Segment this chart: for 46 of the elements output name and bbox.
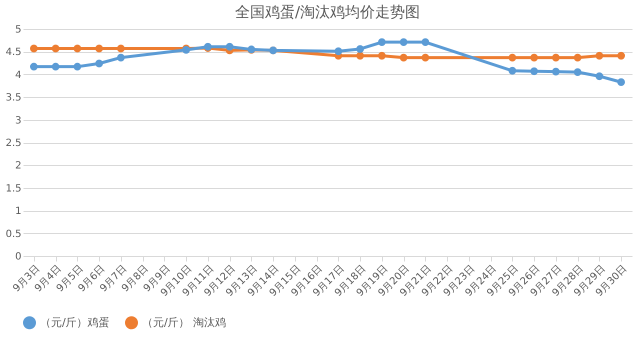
point [30, 44, 38, 52]
point [378, 52, 386, 60]
y-tick-label: 0 [15, 252, 22, 262]
point [530, 67, 538, 76]
point [508, 54, 516, 62]
y-tick-label: 4 [15, 70, 22, 81]
point [95, 44, 103, 52]
point [117, 44, 125, 52]
point [52, 62, 60, 71]
point [596, 72, 604, 80]
point [356, 45, 364, 53]
point [400, 54, 408, 62]
y-tick-label: 1 [15, 206, 22, 218]
legend-label: （元/斤）鸡蛋 [40, 316, 110, 329]
y-tick-label: 0.5 [6, 228, 22, 240]
legend-label: （元/斤） 淘汰鸡 [142, 316, 226, 329]
y-tick-label: 4.5 [6, 47, 22, 58]
point [596, 52, 604, 60]
chart-title: 全国鸡蛋/淘汰鸡均价走势图 [234, 3, 420, 21]
point [617, 78, 625, 86]
point [552, 54, 560, 62]
point [74, 62, 82, 71]
point [617, 52, 625, 60]
y-tick-label: 2 [15, 160, 22, 172]
point [552, 68, 560, 76]
point [422, 38, 430, 46]
y-tick-label: 3 [15, 115, 22, 126]
point [422, 54, 430, 62]
y-tick-label: 2.5 [6, 138, 22, 149]
point [378, 38, 386, 46]
y-tick-label: 5 [15, 24, 22, 36]
point [226, 42, 234, 51]
point [356, 52, 364, 60]
point [574, 54, 582, 62]
y-tick-label: 1.5 [6, 183, 22, 194]
point [530, 54, 538, 62]
point [74, 44, 82, 52]
point [52, 44, 60, 52]
point [334, 47, 342, 56]
point [508, 66, 516, 75]
point [400, 38, 408, 46]
point [95, 60, 103, 68]
y-tick-label: 3.5 [6, 92, 22, 104]
point [117, 54, 125, 62]
point [30, 62, 38, 71]
point [574, 68, 582, 76]
